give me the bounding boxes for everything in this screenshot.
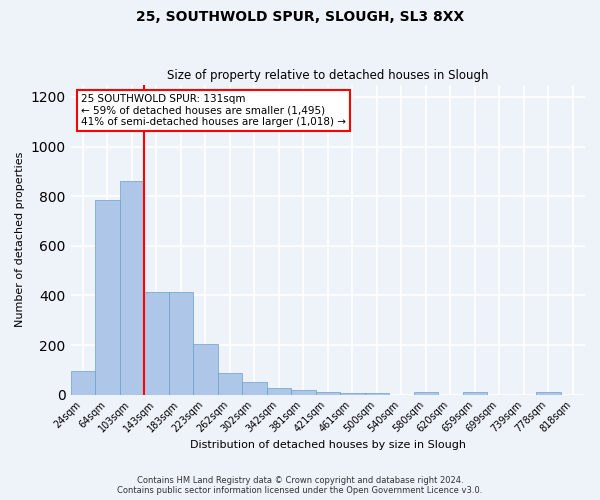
Bar <box>119 182 144 394</box>
Bar <box>71 371 95 394</box>
Bar <box>218 373 242 394</box>
Text: Contains HM Land Registry data © Crown copyright and database right 2024.
Contai: Contains HM Land Registry data © Crown c… <box>118 476 482 495</box>
Bar <box>169 292 193 395</box>
Bar <box>95 200 119 394</box>
Bar <box>291 390 316 394</box>
Text: 25 SOUTHWOLD SPUR: 131sqm
← 59% of detached houses are smaller (1,495)
41% of se: 25 SOUTHWOLD SPUR: 131sqm ← 59% of detac… <box>81 94 346 127</box>
Bar <box>463 392 487 394</box>
Bar <box>242 382 266 394</box>
Bar <box>413 392 438 394</box>
Bar <box>144 292 169 395</box>
Title: Size of property relative to detached houses in Slough: Size of property relative to detached ho… <box>167 69 488 82</box>
Y-axis label: Number of detached properties: Number of detached properties <box>15 152 25 328</box>
Bar <box>193 344 218 395</box>
Bar <box>266 388 291 394</box>
Bar <box>536 392 560 394</box>
Bar <box>316 392 340 394</box>
X-axis label: Distribution of detached houses by size in Slough: Distribution of detached houses by size … <box>190 440 466 450</box>
Text: 25, SOUTHWOLD SPUR, SLOUGH, SL3 8XX: 25, SOUTHWOLD SPUR, SLOUGH, SL3 8XX <box>136 10 464 24</box>
